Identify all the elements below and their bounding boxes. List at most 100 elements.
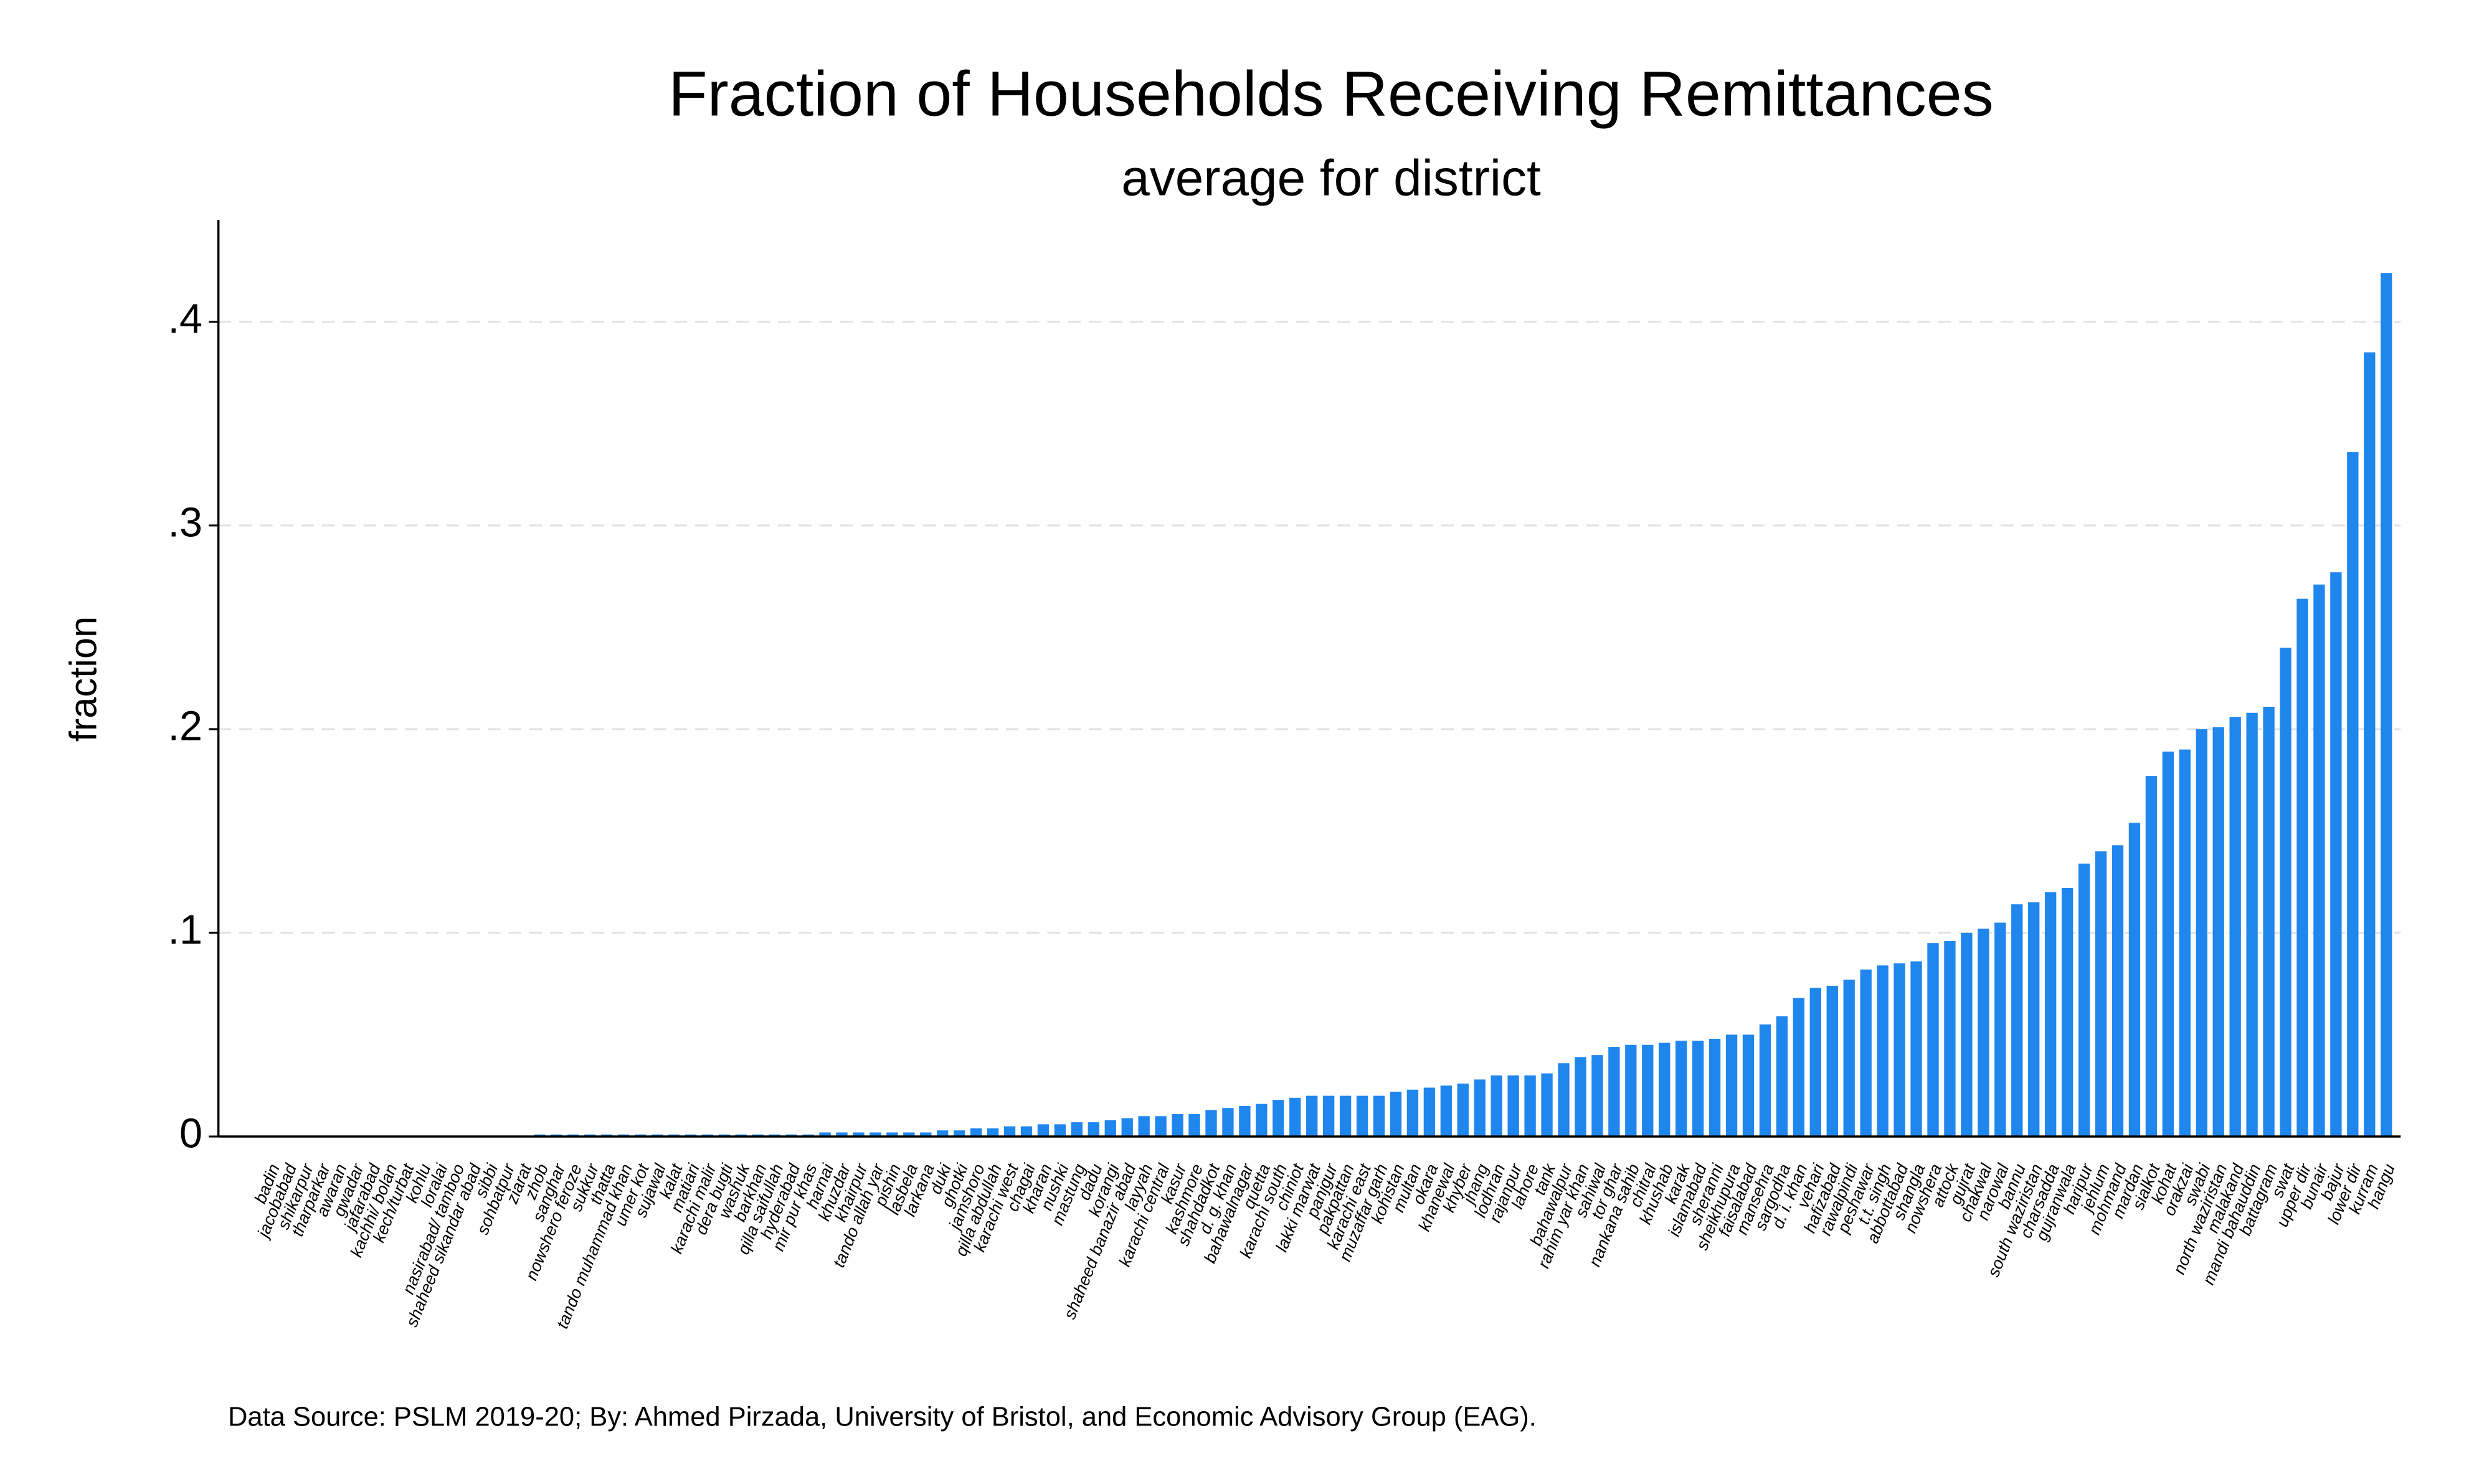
bar [1507,1075,1519,1137]
bar [2313,584,2325,1137]
bar [1659,1042,1671,1137]
bar [2347,452,2359,1137]
bar [1541,1073,1553,1137]
bar [2229,717,2241,1137]
bar [1642,1044,1654,1137]
bar [920,1132,932,1137]
bar [2028,902,2040,1137]
bar [2078,863,2090,1137]
bar [954,1130,965,1137]
bar [1003,1126,1016,1137]
bar [987,1128,999,1137]
bar [2095,851,2107,1137]
bar [1172,1114,1183,1137]
bar [1742,1034,1755,1137]
bar [1793,998,1805,1137]
chart-title: Fraction of Households Receiving Remitta… [668,58,1994,130]
bar [1961,932,1973,1137]
bar [836,1132,848,1137]
bar [1457,1083,1469,1137]
bar [1088,1122,1099,1137]
bar [2162,751,2174,1137]
y-tick-label: .1 [168,907,202,953]
bar [886,1132,898,1137]
bar [970,1128,982,1137]
bar [1205,1110,1217,1137]
bar [2330,572,2342,1137]
bar [1978,929,1989,1137]
bar [870,1132,881,1137]
bar [1927,943,1939,1137]
bar [903,1132,915,1137]
bar [1138,1116,1150,1137]
bar [1390,1092,1402,1137]
y-axis-label: fraction [62,617,105,742]
chart-subtitle: average for district [1121,149,1541,206]
bar [1239,1105,1251,1137]
bar [1491,1075,1502,1137]
bar [1322,1095,1335,1137]
bar [2196,729,2207,1137]
bar [1155,1116,1167,1137]
bar [1591,1055,1603,1137]
bar [937,1130,949,1137]
bar [1406,1089,1419,1137]
bar [1776,1016,1788,1137]
bar [2381,273,2392,1137]
bar [1020,1126,1033,1137]
bar [1725,1034,1738,1137]
bar [1893,963,1905,1137]
bar [1994,922,2006,1137]
bar [1759,1024,1771,1137]
bar [1054,1124,1066,1137]
bar [1104,1120,1116,1137]
bar [1524,1075,1536,1137]
y-tick-label: 0 [179,1111,202,1157]
bar [1625,1044,1637,1137]
bar [1709,1039,1721,1137]
bar [1910,961,1922,1137]
bar [2280,648,2292,1137]
bar [2061,887,2074,1137]
bar [1256,1104,1268,1137]
bar [2111,845,2124,1137]
bar [2045,892,2057,1137]
bar [2145,776,2158,1137]
bar [1356,1095,1368,1137]
bar [1306,1095,1318,1137]
bar [819,1132,831,1137]
bar [1339,1095,1352,1137]
bar [1474,1079,1486,1137]
bar [1692,1041,1704,1137]
bar [1273,1100,1284,1137]
chart-note: Data Source: PSLM 2019-20; By: Ahmed Pir… [228,1402,1537,1432]
bar [2246,712,2258,1137]
bar [1558,1063,1570,1137]
bar [1877,965,1889,1137]
bar [1575,1057,1586,1137]
bar [2364,352,2376,1137]
bar [1809,988,1821,1137]
bar [853,1132,865,1137]
y-tick-label: .3 [168,499,202,546]
bar [1440,1085,1452,1137]
bar [2263,706,2275,1137]
bar [2128,823,2141,1137]
bar [1121,1118,1133,1137]
bar [1843,980,1855,1137]
bar [1222,1108,1234,1137]
bar [1944,941,1956,1137]
bar [1423,1087,1436,1137]
bar [2179,749,2191,1137]
bar [1037,1124,1050,1137]
bar [1188,1114,1200,1137]
y-tick-label: .2 [168,703,202,749]
bar [1289,1097,1301,1137]
bar [2212,727,2224,1137]
bar [1071,1122,1083,1137]
y-tick-label: .4 [168,296,202,342]
bar [1860,969,1872,1137]
bar [1373,1095,1385,1137]
